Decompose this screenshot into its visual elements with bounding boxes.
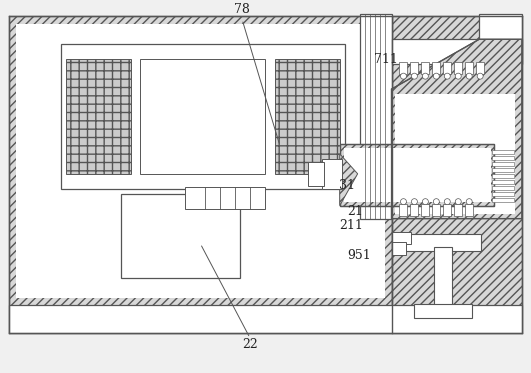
Circle shape	[412, 73, 417, 79]
Text: 711: 711	[374, 53, 397, 66]
Circle shape	[400, 199, 406, 205]
Bar	[340, 144, 494, 206]
Bar	[391, 16, 522, 333]
Bar	[61, 44, 345, 189]
Bar	[322, 159, 342, 189]
Circle shape	[466, 199, 472, 205]
Bar	[396, 94, 515, 214]
Bar	[9, 16, 391, 333]
Bar	[9, 305, 522, 333]
Bar	[308, 162, 324, 186]
Text: 951: 951	[348, 249, 371, 262]
Circle shape	[444, 73, 450, 79]
Bar	[391, 39, 522, 64]
Bar	[185, 187, 265, 209]
Circle shape	[455, 199, 461, 205]
Bar	[492, 192, 514, 196]
Bar	[414, 304, 472, 318]
Bar	[422, 204, 430, 216]
Circle shape	[422, 73, 429, 79]
Bar	[492, 162, 514, 166]
Bar	[141, 59, 265, 174]
Bar	[410, 62, 418, 74]
Bar	[465, 204, 473, 216]
Bar	[476, 62, 484, 74]
Bar	[432, 62, 440, 74]
Bar	[344, 148, 491, 202]
Polygon shape	[340, 154, 358, 206]
Bar	[359, 15, 391, 219]
Circle shape	[433, 199, 439, 205]
Bar	[275, 59, 340, 174]
Bar	[465, 62, 473, 74]
Text: 22: 22	[242, 338, 258, 351]
Bar	[454, 62, 462, 74]
Text: 78: 78	[234, 3, 250, 16]
Bar	[492, 186, 514, 190]
Polygon shape	[391, 39, 522, 219]
Bar	[121, 194, 240, 278]
Bar	[492, 168, 514, 172]
Circle shape	[477, 73, 483, 79]
Circle shape	[400, 73, 406, 79]
Bar	[16, 24, 384, 298]
Bar	[492, 198, 514, 202]
Bar	[432, 204, 440, 216]
Circle shape	[444, 199, 450, 205]
Circle shape	[433, 73, 439, 79]
Bar	[391, 232, 412, 244]
Bar	[492, 180, 514, 184]
Bar	[492, 150, 514, 154]
Text: 31: 31	[339, 179, 355, 192]
Bar	[443, 204, 451, 216]
Bar	[454, 204, 462, 216]
Bar	[434, 248, 452, 305]
Bar	[410, 204, 418, 216]
Bar	[443, 62, 451, 74]
Bar	[492, 174, 514, 178]
Circle shape	[422, 199, 429, 205]
Bar	[391, 233, 481, 251]
Text: 211: 211	[339, 219, 363, 232]
Bar	[479, 15, 522, 64]
Bar	[391, 241, 406, 256]
Bar	[399, 204, 407, 216]
Bar	[399, 62, 407, 74]
Circle shape	[455, 73, 461, 79]
Bar	[492, 156, 514, 160]
Text: 21: 21	[348, 205, 364, 218]
Bar	[66, 59, 131, 174]
Bar	[340, 144, 494, 206]
Circle shape	[412, 199, 417, 205]
Circle shape	[466, 73, 472, 79]
Bar	[422, 62, 430, 74]
